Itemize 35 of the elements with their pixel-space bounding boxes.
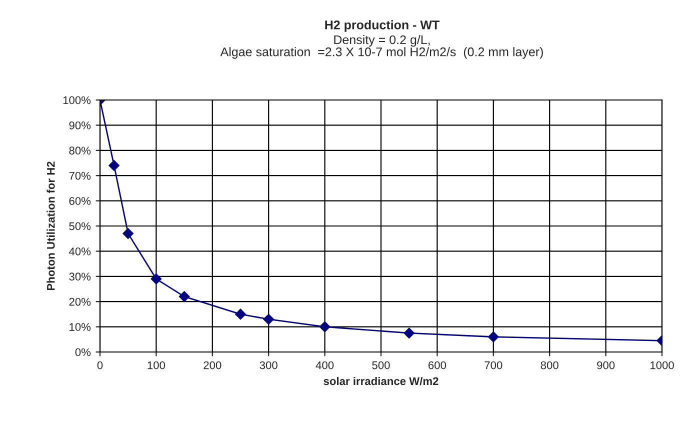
x-tick-label: 100 <box>148 361 166 370</box>
point <box>150 273 162 284</box>
y-tick-label: 50% <box>69 222 91 230</box>
y-tick-label: 40% <box>68 247 91 256</box>
y-tick-label: 90% <box>69 121 91 130</box>
point <box>488 331 499 342</box>
x-tick-label: 1000 <box>650 361 674 370</box>
y-tick-label: 20% <box>69 298 91 306</box>
x-tick-label: 200 <box>204 361 222 370</box>
point <box>108 160 120 171</box>
x-tick-label: 600 <box>428 361 446 370</box>
y-tick-label: 80% <box>69 146 91 155</box>
y-tick-label: 100% <box>63 96 91 104</box>
point <box>178 291 190 302</box>
y-tick-label: 60% <box>69 197 91 205</box>
y-tick-label: 70% <box>69 172 91 180</box>
x-tick-label: 800 <box>540 361 558 370</box>
y-tick-label: 0% <box>75 348 91 356</box>
x-axis-title: solar irradiance W/m2 <box>324 376 438 386</box>
x-tick-label: 400 <box>316 361 334 370</box>
x-tick-label: 700 <box>484 361 502 370</box>
point <box>319 321 330 332</box>
point <box>404 328 415 339</box>
point <box>235 308 246 320</box>
point <box>122 228 134 239</box>
y-axis-title: Photon Utilization for H2 <box>46 162 55 290</box>
y-tick-label: 10% <box>70 323 91 331</box>
x-tick-label: 900 <box>597 361 615 370</box>
chart-subtitle: Density = 0.2 g/L, Algae saturation =2.3 X 10-7 mol H2/m2/s (0.2 mm layer) <box>220 35 543 59</box>
x-tick-label: 500 <box>372 361 390 370</box>
x-tick-label: 300 <box>260 361 278 370</box>
y-tick-label: 30% <box>69 272 91 281</box>
point <box>263 314 274 325</box>
chart-title: H2 production - WT <box>325 20 440 32</box>
x-tick-label: 0 <box>97 361 103 370</box>
